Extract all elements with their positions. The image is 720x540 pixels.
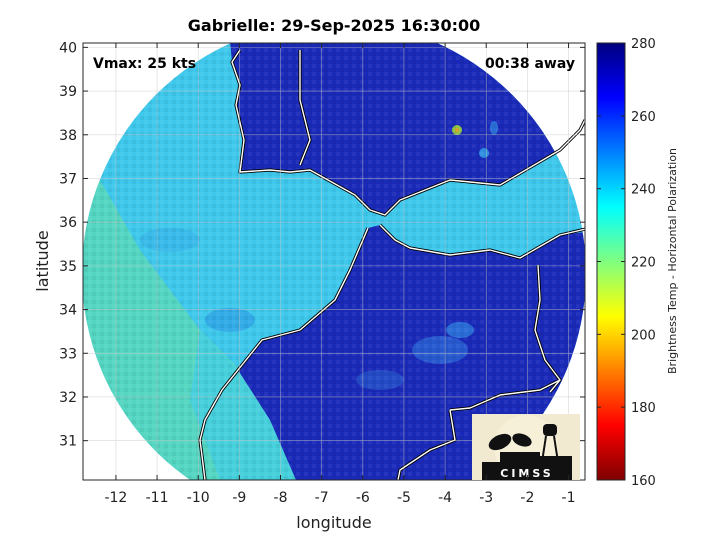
y-tick-label: 36 [59, 215, 77, 231]
colorbar-tick-label: 240 [631, 183, 656, 198]
distance-annotation: 00:38 away [485, 56, 575, 72]
y-tick-label: 40 [59, 40, 77, 56]
x-tick-label: -11 [146, 490, 169, 506]
x-tick-label: -6 [356, 490, 370, 506]
x-tick-label: -7 [315, 490, 329, 506]
logo-tower-tank [543, 424, 557, 436]
y-tick-label: 37 [59, 171, 77, 187]
logo-text: CIMSS [500, 467, 553, 480]
x-tick-label: -9 [232, 490, 246, 506]
y-tick-label: 34 [59, 303, 77, 319]
x-tick-label: -3 [479, 490, 493, 506]
logo-building [482, 452, 572, 480]
grid-lines [83, 43, 585, 480]
coastlines-highlight [199, 49, 585, 480]
plot-area: Vmax: 25 kts 00:38 away CIMSS [82, 42, 586, 481]
y-tick-label: 32 [59, 390, 77, 406]
x-tick-label: -8 [274, 490, 288, 506]
y-tick-label: 35 [59, 259, 77, 275]
colorbar-tick-label: 280 [631, 37, 656, 52]
x-axis: -12 -11 -10 -9 -8 -7 -6 -5 -4 -3 -2 -1 [104, 43, 576, 506]
y-tick-label: 39 [59, 84, 77, 100]
colorbar-tick-label: 180 [631, 401, 656, 416]
colorbar-ticks: 160 180 200 220 240 260 280 [597, 37, 656, 489]
logo-dish [512, 433, 532, 447]
chart-title: Gabrielle: 29-Sep-2025 16:30:00 [188, 16, 480, 35]
y-tick-label: 31 [59, 434, 77, 450]
colorbar-tick-label: 220 [631, 256, 656, 271]
y-axis-label: latitude [33, 230, 52, 291]
satellite-swath [83, 43, 585, 480]
cimss-logo: CIMSS [472, 414, 580, 480]
vmax-annotation: Vmax: 25 kts [93, 56, 196, 72]
colorbar-tick-label: 160 [631, 474, 656, 489]
x-tick-label: -12 [104, 490, 127, 506]
y-axis: 31 32 33 34 35 36 37 38 39 40 [59, 40, 585, 450]
colorbar-tick-label: 200 [631, 328, 656, 343]
x-tick-label: -4 [438, 490, 452, 506]
logo-dish [488, 433, 512, 451]
x-tick-label: -10 [187, 490, 210, 506]
x-axis-label: longitude [296, 513, 371, 532]
plot-frame [82, 42, 586, 481]
colorbar-tick-label: 260 [631, 110, 656, 125]
colorbar-gradient [596, 42, 626, 481]
colorbar-label: Brightness Temp - Horizontal Polarizatio… [666, 148, 679, 374]
x-tick-label: -5 [397, 490, 411, 506]
y-tick-label: 38 [59, 128, 77, 144]
x-tick-label: -2 [520, 490, 534, 506]
y-tick-label: 33 [59, 346, 77, 362]
swath-texture [83, 43, 585, 480]
colorbar: 160 180 200 220 240 260 280 Brightness Temp - … [596, 37, 679, 489]
x-tick-label: -1 [562, 490, 576, 506]
